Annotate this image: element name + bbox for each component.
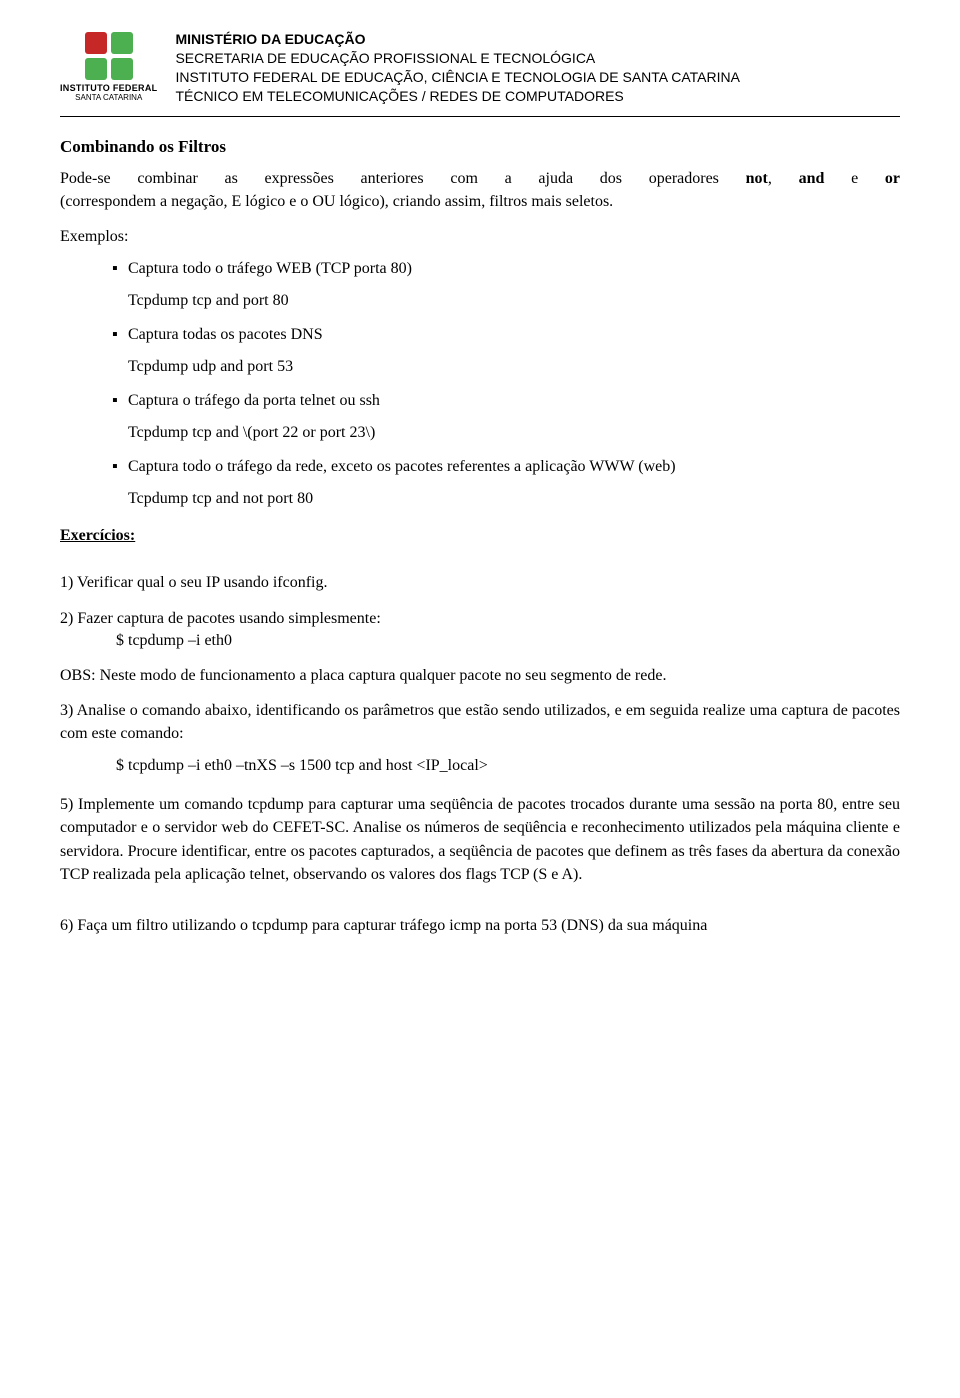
- question-6: 6) Faça um filtro utilizando o tcpdump p…: [60, 914, 900, 937]
- example-1-cmd: Tcpdump tcp and port 80: [128, 292, 900, 310]
- example-1-text: Captura todo o tráfego WEB (TCP porta 80…: [128, 260, 412, 278]
- intro-and: and: [799, 170, 825, 187]
- header-line-1: MINISTÉRIO DA EDUCAÇÃO: [175, 30, 740, 49]
- header-line-3: INSTITUTO FEDERAL DE EDUCAÇÃO, CIÊNCIA E…: [175, 68, 740, 87]
- logo-text-line2: SANTA CATARINA: [75, 94, 142, 103]
- question-1: 1) Verificar qual o seu IP usando ifconf…: [60, 571, 900, 594]
- logo-icon: [85, 32, 133, 80]
- question-2-cmd: $ tcpdump –i eth0: [116, 632, 900, 650]
- example-1: ▪Captura todo o tráfego WEB (TCP porta 8…: [112, 260, 900, 278]
- intro-text-a: Pode-se combinar as expressões anteriore…: [60, 170, 746, 187]
- logo: INSTITUTO FEDERAL SANTA CATARINA: [60, 32, 157, 103]
- header-line-2: SECRETARIA DE EDUCAÇÃO PROFISSIONAL E TE…: [175, 49, 740, 68]
- example-2-text: Captura todas os pacotes DNS: [128, 326, 323, 344]
- example-3-text: Captura o tráfego da porta telnet ou ssh: [128, 392, 380, 410]
- example-2-cmd: Tcpdump udp and port 53: [128, 358, 900, 376]
- question-5: 5) Implemente um comando tcpdump para ca…: [60, 793, 900, 886]
- header: INSTITUTO FEDERAL SANTA CATARINA MINISTÉ…: [60, 30, 900, 117]
- exercises-label: Exercícios:: [60, 527, 135, 544]
- examples-label: Exemplos:: [60, 225, 900, 248]
- question-2-obs: OBS: Neste modo de funcionamento a placa…: [60, 664, 900, 687]
- example-2: ▪Captura todas os pacotes DNS: [112, 326, 900, 344]
- question-3-cmd: $ tcpdump –i eth0 –tnXS –s 1500 tcp and …: [116, 757, 900, 775]
- intro-comma: ,: [768, 170, 799, 187]
- example-4: ▪Captura todo o tráfego da rede, exceto …: [112, 458, 900, 476]
- intro-not: not: [746, 170, 768, 187]
- example-3-cmd: Tcpdump tcp and \(port 22 or port 23\): [128, 424, 900, 442]
- header-text: MINISTÉRIO DA EDUCAÇÃO SECRETARIA DE EDU…: [175, 30, 740, 106]
- intro-e: e: [824, 170, 885, 187]
- example-4-text: Captura todo o tráfego da rede, exceto o…: [128, 458, 676, 476]
- intro-paragraph: Pode-se combinar as expressões anteriore…: [60, 167, 900, 213]
- question-2: 2) Fazer captura de pacotes usando simpl…: [60, 607, 900, 630]
- intro-or: or: [885, 170, 900, 187]
- question-3: 3) Analise o comando abaixo, identifican…: [60, 699, 900, 745]
- intro-text-b: (correspondem a negação, E lógico e o OU…: [60, 193, 613, 210]
- header-line-4: TÉCNICO EM TELECOMUNICAÇÕES / REDES DE C…: [175, 87, 740, 106]
- example-4-cmd: Tcpdump tcp and not port 80: [128, 490, 900, 508]
- section-title: Combinando os Filtros: [60, 137, 900, 157]
- example-3: ▪Captura o tráfego da porta telnet ou ss…: [112, 392, 900, 410]
